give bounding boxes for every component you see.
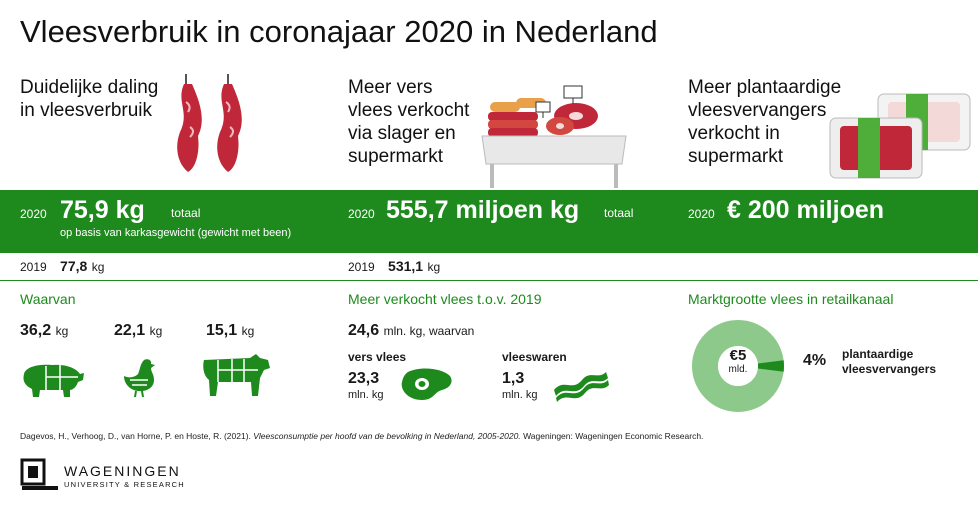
chicken-icon — [124, 359, 155, 398]
totals-band: 2020 75,9 kg totaal op basis van karkasg… — [0, 190, 978, 253]
pig-icon — [23, 364, 84, 397]
col3-heading: Meer plantaardige vleesvervangers verkoc… — [688, 77, 842, 167]
wur-logo-icon — [20, 458, 58, 490]
market-size-donut — [692, 320, 784, 412]
steak-icon — [401, 368, 452, 400]
col3-year: 2020 — [688, 207, 715, 221]
source-citation: Dagevos, H., Verhoog, D., van Horne, P. … — [20, 431, 704, 441]
col1-total-suffix: totaal — [171, 206, 201, 220]
col2-prev: 2019 531,1 kg — [348, 258, 441, 274]
col2-total-value: 555,7 miljoen kg — [386, 196, 580, 224]
share-label: plantaardige vleesvervangers — [842, 347, 937, 376]
meat-carcass-icon — [177, 74, 242, 172]
logo-name: WAGENINGEN — [64, 463, 181, 479]
cold-cuts-unit: mln. kg — [502, 389, 538, 401]
pork-value: 36,2 kg — [20, 322, 69, 339]
col2-heading: Meer vers vlees verkocht via slager en s… — [348, 77, 470, 167]
col1-note: op basis van karkasgewicht (gewicht met … — [60, 227, 292, 239]
fresh-meat-label: vers vlees — [348, 350, 407, 364]
col3-section-title: Marktgrootte vlees in retailkanaal — [688, 291, 894, 307]
butcher-counter-icon — [481, 85, 627, 188]
bacon-icon — [554, 372, 609, 402]
fresh-meat-unit: mln. kg — [348, 389, 384, 401]
col1-prev: 2019 77,8 kg — [20, 258, 105, 274]
fresh-meat-value: 23,3 — [348, 370, 380, 387]
divider — [0, 280, 978, 281]
cold-cuts-value: 1,3 — [502, 370, 525, 387]
col2-total-suffix: totaal — [604, 206, 634, 220]
col1-total-value: 75,9 kg — [60, 196, 145, 224]
donut-plant-share-segment — [757, 360, 784, 372]
col1-section-title: Waarvan — [20, 291, 76, 307]
col1-heading: Duidelijke daling in vleesverbruik — [20, 77, 159, 121]
col2-increase-total: 24,6 mln. kg, waarvan — [348, 322, 475, 339]
col2-year: 2020 — [348, 207, 375, 221]
meat-substitute-package-icon — [829, 93, 971, 179]
page-title: Vleesverbruik in coronajaar 2020 in Nede… — [20, 14, 658, 49]
share-percentage: 4% — [803, 352, 827, 369]
donut-hole — [718, 346, 758, 386]
col3-total-value: € 200 miljoen — [727, 196, 885, 224]
col2-section-title: Meer verkocht vlees t.o.v. 2019 — [348, 291, 542, 307]
donut-center-label: €5 mld. — [728, 347, 748, 376]
cow-icon — [203, 354, 270, 396]
col1-year: 2020 — [20, 207, 47, 221]
chicken-value: 22,1 kg — [114, 322, 163, 339]
logo-subtitle: UNIVERSITY & RESEARCH — [64, 480, 185, 489]
cold-cuts-label: vleeswaren — [502, 350, 567, 364]
beef-value: 15,1 kg — [206, 322, 255, 339]
